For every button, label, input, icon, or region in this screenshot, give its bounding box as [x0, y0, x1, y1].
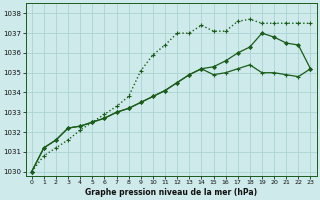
X-axis label: Graphe pression niveau de la mer (hPa): Graphe pression niveau de la mer (hPa) — [85, 188, 257, 197]
